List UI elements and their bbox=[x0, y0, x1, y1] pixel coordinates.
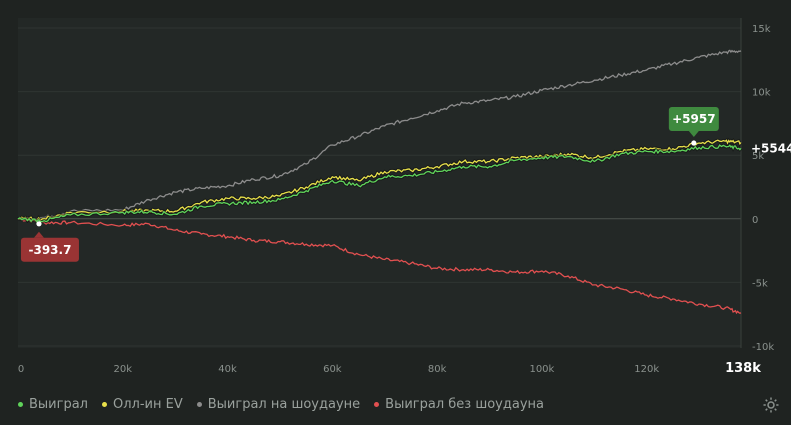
annotation-badge bbox=[20, 237, 79, 262]
legend: Выиграл Олл-ин EV Выиграл на шоудауне Выигр… bbox=[18, 397, 544, 412]
x-tick-label: 138k bbox=[725, 361, 761, 376]
gear-icon[interactable] bbox=[762, 396, 780, 414]
tick-labels: 15k 10k 5k 0 -5k -10k 0 20k 40k 60k 80k 100k 120k 138… bbox=[18, 24, 775, 376]
y-tick-label: -5k bbox=[752, 278, 768, 289]
series-line-3 bbox=[17, 218, 742, 315]
legend-dot bbox=[18, 402, 23, 407]
annotation-label: -393.7 bbox=[28, 243, 71, 257]
x-tick-label: 100k bbox=[529, 364, 554, 375]
annotation-label: +5957 bbox=[672, 112, 715, 126]
plot-background bbox=[18, 18, 741, 348]
legend-item[interactable]: Олл-ин EV bbox=[102, 397, 183, 412]
x-tick-label: 120k bbox=[634, 364, 659, 375]
legend-label: Выиграл без шоудауна bbox=[385, 397, 544, 412]
x-tick-label: 0 bbox=[18, 364, 24, 375]
series-line-1 bbox=[17, 139, 742, 222]
legend-item[interactable]: Выиграл на шоудауне bbox=[196, 397, 361, 412]
x-tick-label: 20k bbox=[114, 364, 133, 375]
y-tick-label: 10k bbox=[752, 88, 771, 99]
grid bbox=[18, 18, 742, 348]
x-tick-label: 40k bbox=[218, 364, 237, 375]
annotation-badge bbox=[668, 107, 719, 132]
series-lines bbox=[17, 49, 743, 315]
legend-label: Олл-ин EV bbox=[113, 397, 183, 412]
end-value-label: +5544 bbox=[751, 141, 791, 155]
annotation-pointer bbox=[688, 131, 699, 138]
y-tick-label: 0 bbox=[752, 215, 758, 226]
series-line-0 bbox=[17, 144, 742, 223]
y-tick-label: 15k bbox=[752, 24, 771, 35]
legend-dot bbox=[374, 402, 380, 407]
annotation-point bbox=[36, 221, 42, 227]
annotations: -393.7 +5957 +5544 bbox=[20, 107, 791, 262]
legend-item[interactable]: Выиграл без шоудауна bbox=[374, 397, 544, 412]
y-tick-label: 5k bbox=[752, 151, 764, 162]
legend-item[interactable]: Выиграл bbox=[18, 397, 88, 412]
legend-label: Выиграл на шоудауне bbox=[207, 397, 361, 412]
legend-dot bbox=[196, 402, 202, 407]
legend-label: Выиграл bbox=[29, 397, 88, 412]
series-line-2 bbox=[17, 49, 742, 221]
x-tick-label: 60k bbox=[323, 364, 342, 375]
legend-dot bbox=[102, 402, 107, 407]
y-tick-label: -10k bbox=[752, 342, 774, 353]
x-tick-label: 80k bbox=[428, 364, 447, 375]
annotation-pointer bbox=[33, 231, 44, 238]
annotation-point bbox=[691, 140, 697, 146]
